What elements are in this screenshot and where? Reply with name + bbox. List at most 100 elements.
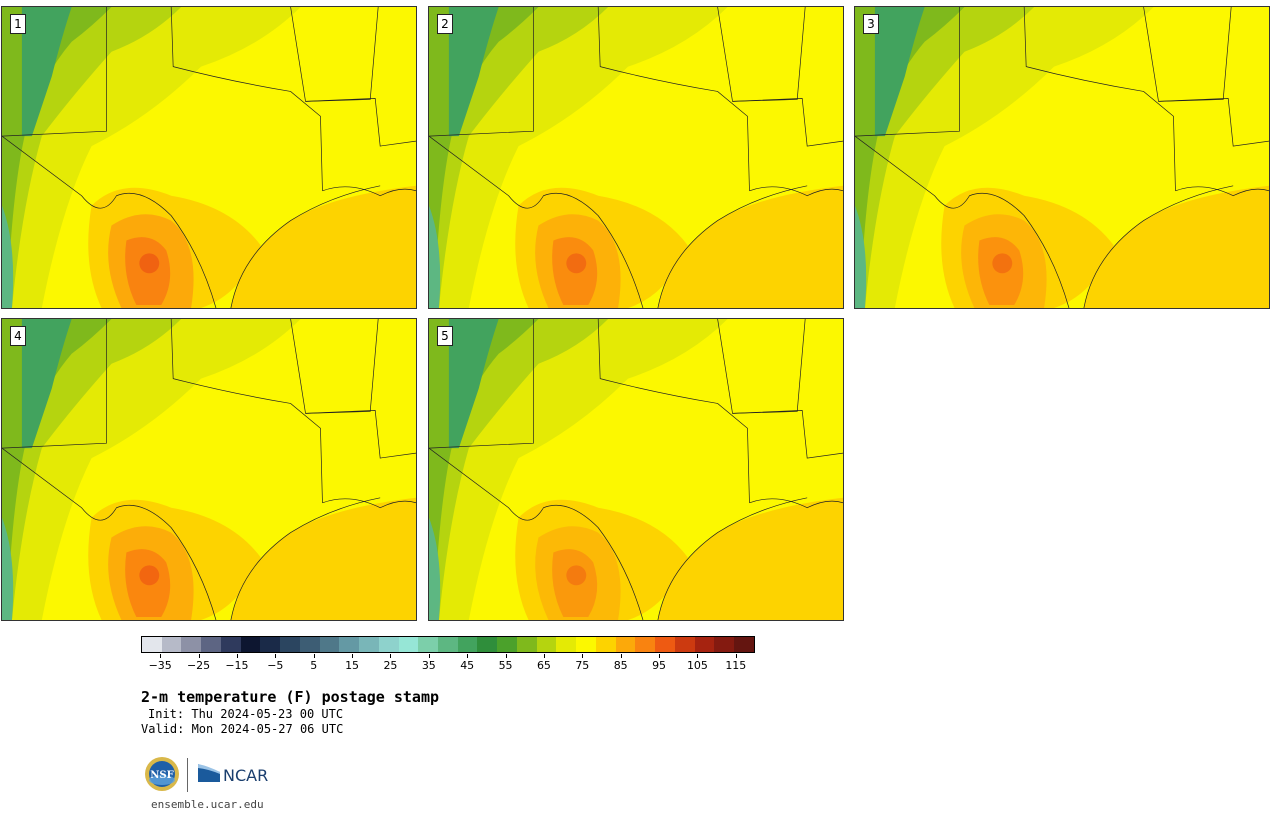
colorbar-ticks: −35 −25 −15 −5 5 15 25 35 45 55 65 75 85 95 105 115 [141,654,755,674]
colorbar-segment [615,637,636,652]
figure-title: 2-m temperature (F) postage stamp [141,688,440,706]
colorbar-tick [236,654,238,658]
colorbar-segment [714,637,735,652]
state-border [1023,7,1176,191]
state-border [1158,98,1269,147]
map-panel-1: 1 [1,6,417,309]
state-border [290,7,379,102]
svg-text:NCAR: NCAR [223,766,268,785]
colorbar-tick-label: 75 [575,659,590,672]
colorbar-segment [635,637,656,652]
valid-time: Valid: Mon 2024-05-27 06 UTC [141,722,344,736]
site-url: ensemble.ucar.edu [151,798,264,811]
colorbar-segment [734,637,754,652]
state-border [290,319,379,414]
colorbar-tick-label: −35 [148,659,172,672]
temperature-map-1 [2,7,416,308]
state-border [429,447,644,620]
colorbar-segment [319,637,340,652]
state-border [322,498,416,509]
state-border [2,135,217,308]
map-panel-5: 5 [428,318,844,621]
state-border [305,98,416,147]
state-border [597,319,750,503]
colorbar-tick-label: 105 [686,659,708,672]
field-mountain [21,7,72,137]
temperature-map-4 [2,319,416,620]
state-border [2,319,107,449]
colorbar-tick-label: −5 [267,659,284,672]
gulf-water [657,497,843,620]
field-coast [2,517,14,620]
field-mountain [448,7,499,137]
colorbar-segment [497,637,517,652]
state-border [657,185,808,308]
colorbar-segment [477,637,498,652]
logo-divider [187,758,188,792]
field-peak [566,253,587,274]
colorbar-segment [299,637,320,652]
state-border [305,410,416,459]
gulf-water [1083,185,1269,308]
colorbar-segment [556,637,577,652]
state-border [717,7,806,102]
state-border [170,7,323,191]
state-border [429,135,644,308]
temperature-map-2 [429,7,843,308]
colorbar-segment [536,637,557,652]
colorbar-segment [378,637,399,652]
temperature-map-3 [855,7,1269,308]
colorbar-segment [674,637,695,652]
gulf-water [230,185,416,308]
field-peak [139,565,160,586]
colorbar-tick [620,654,622,658]
state-border [855,7,960,137]
field-coast [429,205,441,308]
state-border [230,185,381,308]
field-coast [2,205,14,308]
colorbar-tick [198,654,200,658]
colorbar-tick [352,654,354,658]
state-border [2,7,107,137]
temperature-colorbar [141,636,755,653]
colorbar-tick [543,654,545,658]
state-border [1083,185,1234,308]
field-peak [992,253,1013,274]
colorbar-tick-label: 95 [652,659,667,672]
colorbar-segment [516,637,537,652]
map-panel-4: 4 [1,318,417,621]
colorbar-tick [582,654,584,658]
colorbar-segment [280,637,300,652]
colorbar-segment [398,637,419,652]
colorbar-tick-label: −15 [225,659,249,672]
state-border [2,447,217,620]
state-border [170,319,323,503]
state-border [429,7,534,137]
state-border [322,186,416,197]
colorbar-segment [595,637,616,652]
colorbar-tick [505,654,507,658]
state-border [1143,7,1232,102]
colorbar-segment [438,637,458,652]
colorbar-tick [659,654,661,658]
colorbar-segment [418,637,439,652]
gulf-water [657,185,843,308]
gulf-water [230,497,416,620]
temperature-map-5 [429,319,843,620]
colorbar-tick-label: 15 [345,659,360,672]
svg-text:NSF: NSF [150,770,173,781]
field-mountain [448,319,499,449]
colorbar-segment [457,637,478,652]
colorbar-tick [735,654,737,658]
state-border [717,319,806,414]
panel-label: 4 [10,326,26,346]
panel-label: 2 [437,14,453,34]
state-border [732,410,843,459]
field-mountain [21,319,72,449]
colorbar-tick [313,654,315,658]
colorbar-segment [339,637,360,652]
field-hottest [552,549,598,618]
ncar-logo-icon: NCAR [198,764,268,785]
state-border [597,7,750,191]
panel-label: 3 [863,14,879,34]
